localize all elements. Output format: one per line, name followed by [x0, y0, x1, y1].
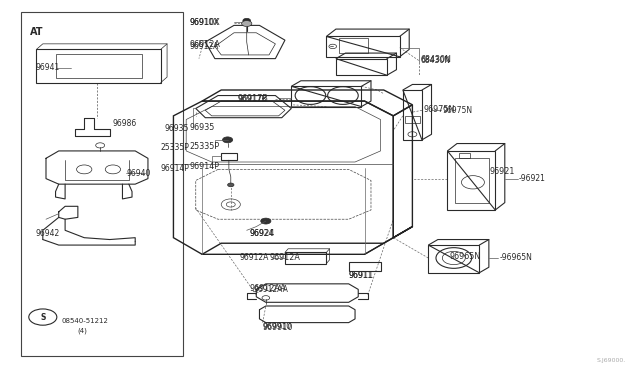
- Circle shape: [260, 218, 271, 224]
- Bar: [20, 13, 183, 356]
- Text: 96914P: 96914P: [189, 162, 220, 171]
- Text: 96912A: 96912A: [239, 253, 269, 263]
- Text: 96986: 96986: [113, 119, 137, 128]
- Text: 96910X: 96910X: [189, 18, 220, 27]
- Circle shape: [243, 18, 250, 23]
- Text: 96935: 96935: [189, 123, 215, 132]
- Text: 25335P: 25335P: [161, 143, 189, 152]
- Text: 96941: 96941: [35, 63, 60, 72]
- Text: 96912AA: 96912AA: [253, 285, 288, 294]
- Text: 08540-51212: 08540-51212: [62, 318, 109, 324]
- Text: 96917B: 96917B: [237, 94, 268, 103]
- Text: 96912AA: 96912AA: [250, 284, 287, 293]
- Text: 96975N: 96975N: [442, 106, 472, 115]
- Text: 25335P: 25335P: [189, 142, 220, 151]
- Text: 96940: 96940: [126, 169, 150, 177]
- Circle shape: [242, 20, 252, 26]
- Text: 96975N: 96975N: [424, 105, 455, 114]
- Text: 96924: 96924: [250, 229, 274, 238]
- Text: (4): (4): [78, 327, 88, 334]
- Text: 96942: 96942: [35, 230, 60, 238]
- Text: 96910X: 96910X: [189, 18, 219, 27]
- Text: 96911: 96911: [349, 271, 374, 280]
- Text: 96917B: 96917B: [237, 95, 266, 104]
- Text: S: S: [40, 312, 45, 321]
- Text: 969910: 969910: [262, 322, 292, 331]
- Text: 96912A: 96912A: [269, 253, 300, 263]
- Text: 96912A: 96912A: [189, 42, 219, 51]
- Text: AT: AT: [30, 27, 44, 37]
- Text: 969910: 969910: [262, 323, 293, 331]
- Text: 96935: 96935: [165, 124, 189, 133]
- Text: 96911: 96911: [349, 271, 372, 280]
- Circle shape: [223, 137, 233, 143]
- Text: 96914P: 96914P: [161, 164, 189, 173]
- Text: 68430N: 68430N: [420, 56, 450, 65]
- Text: 68430N: 68430N: [420, 55, 451, 64]
- Text: 96912A: 96912A: [189, 41, 220, 49]
- Text: 96924: 96924: [250, 229, 275, 238]
- Text: 96965N: 96965N: [449, 252, 481, 262]
- Text: -96921: -96921: [519, 174, 546, 183]
- Text: S.J69000.: S.J69000.: [596, 358, 626, 363]
- Circle shape: [228, 183, 234, 187]
- Text: -96965N: -96965N: [500, 253, 532, 263]
- Text: 96921: 96921: [490, 167, 515, 176]
